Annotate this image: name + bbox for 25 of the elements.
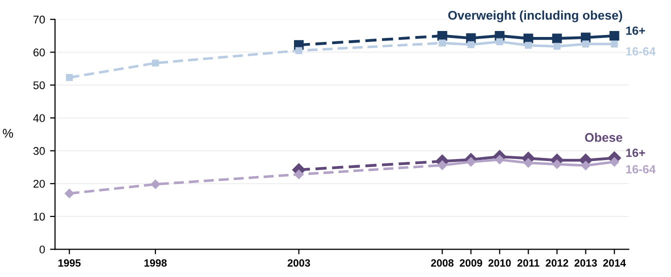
x-tick-label: 2011	[517, 259, 540, 267]
annotation: Obese	[585, 132, 622, 142]
x-tick-label: 2014	[603, 259, 626, 267]
y-tick-label: 50	[33, 81, 45, 90]
series-label: 16-64	[626, 47, 656, 56]
x-tick-label: 2010	[488, 259, 511, 267]
x-tick-label: 2008	[431, 259, 454, 267]
y-tick-label: 40	[33, 114, 45, 122]
annotation: Overweight (including obese)	[448, 10, 622, 22]
x-tick-label: 2012	[546, 259, 568, 267]
y-tick-label: 0	[40, 246, 45, 254]
series-label: 16+	[626, 148, 646, 157]
y-tick-label: 60	[34, 48, 45, 56]
y-tick-label: 30	[33, 147, 45, 155]
series-label: 16+	[626, 26, 646, 35]
y-tick-label: 10	[34, 212, 45, 221]
y-tick-label: 70	[34, 16, 45, 24]
x-tick-label: 2003	[288, 259, 310, 267]
x-tick-label: 1995	[58, 259, 81, 267]
x-tick-label: 2013	[574, 259, 597, 267]
y-tick-label: 20	[34, 180, 45, 188]
y-axis-title: %	[2, 128, 14, 138]
x-tick-label: 1998	[144, 259, 167, 267]
series-label: 16-64	[626, 165, 656, 174]
x-tick-label: 2009	[460, 259, 482, 267]
